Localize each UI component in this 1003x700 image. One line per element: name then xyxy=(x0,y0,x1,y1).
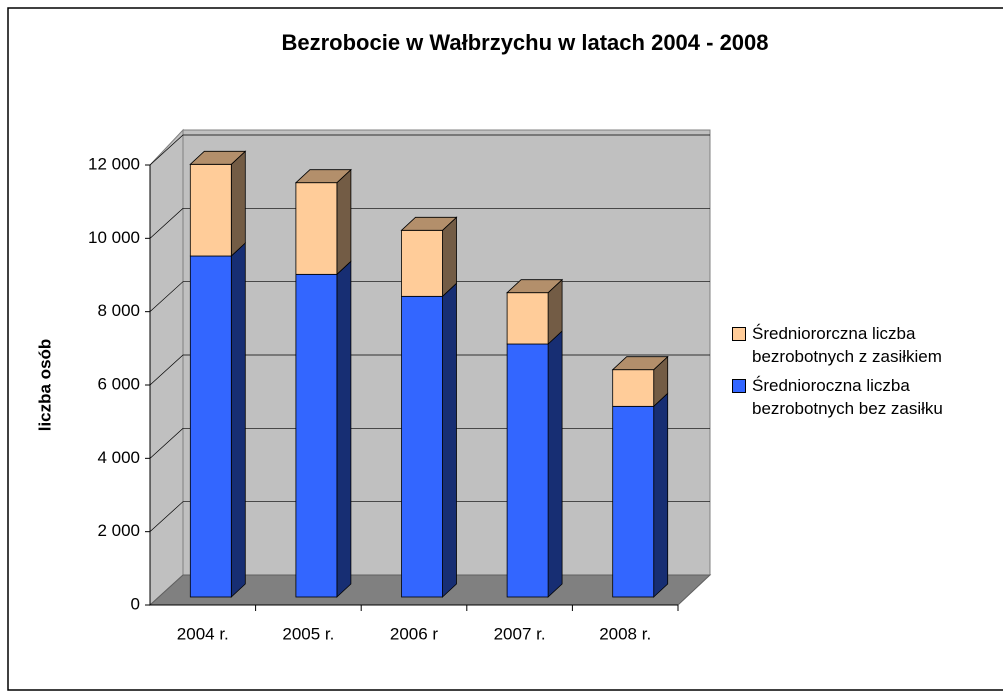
y-axis-label: liczba osób xyxy=(35,339,54,432)
bar-side xyxy=(230,150,246,257)
legend-swatch xyxy=(732,327,746,341)
bar-top xyxy=(400,216,458,231)
x-tick-label: 2007 r. xyxy=(494,624,546,643)
bar-side xyxy=(442,282,457,598)
chart-title: Bezrobocie w Wałbrzychu w latach 2004 - … xyxy=(281,30,768,55)
bar xyxy=(612,405,655,598)
bar xyxy=(506,292,549,345)
y-tick-label: 12 000 xyxy=(88,154,140,173)
y-tick-label: 10 000 xyxy=(88,228,140,247)
bar xyxy=(401,229,443,297)
legend-item: Średnioroczna liczba bezrobotnych bez za… xyxy=(732,374,1003,420)
x-tick-label: 2005 r. xyxy=(282,624,334,643)
bar xyxy=(506,343,549,598)
bar-side xyxy=(336,168,352,276)
y-tick-label: 0 xyxy=(131,594,140,613)
bar xyxy=(295,273,338,598)
bar xyxy=(295,182,338,275)
grid-line xyxy=(149,207,710,239)
legend: Średniororczna liczba bezrobotnych z zas… xyxy=(732,322,1003,426)
bar xyxy=(189,255,232,598)
bar-side xyxy=(653,392,669,598)
y-tick-label: 2 000 xyxy=(97,521,140,540)
side-wall xyxy=(149,128,184,607)
bar-side xyxy=(442,216,457,298)
bar-top xyxy=(611,356,669,371)
y-tick-label: 4 000 xyxy=(97,448,140,467)
bar-top xyxy=(189,150,247,165)
bar xyxy=(189,163,232,257)
grid-line xyxy=(149,134,710,166)
legend-label: Średniororczna liczba bezrobotnych z zas… xyxy=(752,324,942,366)
x-tick-label: 2006 r xyxy=(390,624,439,643)
x-tick-label: 2008 r. xyxy=(599,624,651,643)
bar-side xyxy=(336,260,352,598)
bar-side xyxy=(230,242,246,598)
bar-top xyxy=(506,279,564,294)
legend-swatch xyxy=(732,379,746,393)
bar xyxy=(612,369,655,407)
legend-item: Średniororczna liczba bezrobotnych z zas… xyxy=(732,322,1003,368)
bar xyxy=(401,295,443,598)
x-tick-label: 2004 r. xyxy=(177,624,229,643)
bar-top xyxy=(294,169,352,184)
bar-side xyxy=(547,330,563,598)
y-tick-label: 6 000 xyxy=(97,374,140,393)
legend-label: Średnioroczna liczba bezrobotnych bez za… xyxy=(752,376,943,418)
y-tick-label: 8 000 xyxy=(97,301,140,320)
